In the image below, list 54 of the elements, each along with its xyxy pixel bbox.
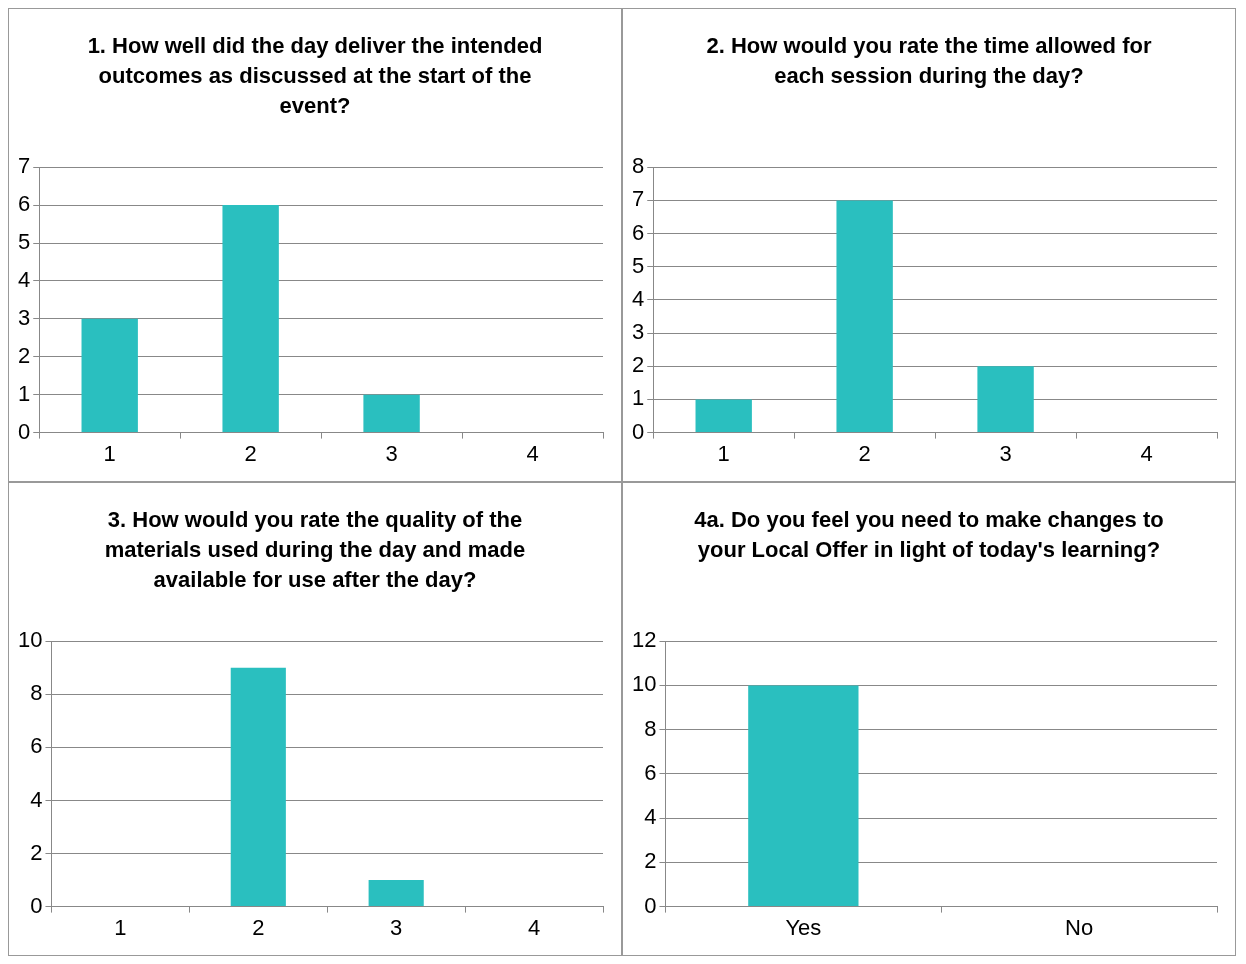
x-tick-label: 3 <box>999 440 1012 466</box>
x-tick-label: 1 <box>103 440 116 466</box>
x-tick-label: 4 <box>526 440 539 466</box>
y-tick-label: 4 <box>631 285 645 311</box>
y-tick-label: 6 <box>631 219 645 245</box>
x-tick-label: 1 <box>114 914 127 940</box>
x-tick-label: No <box>1065 914 1094 940</box>
y-tick-label: 10 <box>17 627 43 653</box>
y-tick-label: 5 <box>17 229 31 255</box>
bar <box>222 205 279 433</box>
y-tick-label: 0 <box>17 418 31 444</box>
bar <box>695 399 752 433</box>
y-tick-label: 4 <box>17 267 31 293</box>
y-tick-label: 6 <box>30 733 43 759</box>
x-tick-label: Yes <box>785 914 822 940</box>
bar <box>836 200 893 433</box>
chart-title: 2. How would you rate the time allowed for each session during the day? <box>705 32 1153 90</box>
y-tick-label: 0 <box>631 418 645 444</box>
bar <box>977 366 1034 433</box>
y-tick-label: 7 <box>631 186 645 212</box>
y-tick-label: 3 <box>631 319 645 345</box>
x-tick-label: 3 <box>385 440 398 466</box>
y-tick-label: 6 <box>17 191 31 217</box>
y-tick-label: 6 <box>644 759 657 785</box>
y-tick-label: 8 <box>644 715 657 741</box>
y-tick-label: 7 <box>17 153 31 179</box>
y-tick-label: 0 <box>644 892 657 918</box>
y-tick-label: 2 <box>17 342 31 368</box>
y-tick-label: 4 <box>644 804 657 830</box>
y-tick-label: 1 <box>17 380 31 406</box>
y-tick-label: 10 <box>631 671 657 697</box>
x-tick-label: 4 <box>1140 440 1153 466</box>
x-tick-label: 2 <box>858 440 871 466</box>
bar <box>81 318 138 433</box>
y-tick-label: 2 <box>644 848 657 874</box>
chart-title: 3. How would you rate the quality of the materials used during the day and made available for use after the day? <box>103 506 527 594</box>
y-tick-label: 8 <box>30 680 43 706</box>
bar <box>363 394 420 433</box>
y-tick-label: 5 <box>631 252 645 278</box>
y-tick-label: 0 <box>30 892 43 918</box>
y-tick-label: 1 <box>631 385 645 411</box>
y-tick-label: 2 <box>30 839 43 865</box>
x-tick-label: 2 <box>244 440 257 466</box>
y-tick-label: 8 <box>631 153 645 179</box>
y-tick-label: 2 <box>631 352 645 378</box>
x-tick-label: 1 <box>717 440 730 466</box>
x-tick-label: 3 <box>390 914 403 940</box>
y-tick-label: 3 <box>17 304 31 330</box>
chart-title: 4a. Do you feel you need to make changes to your Local Offer in light of today's learning? <box>693 506 1165 564</box>
x-tick-label: 4 <box>527 914 541 940</box>
chart-title: 1. How well did the day deliver the intended outcomes as discussed at the start of the event? <box>86 32 544 120</box>
y-tick-label: 4 <box>30 786 43 812</box>
x-tick-label: 2 <box>252 914 265 940</box>
y-tick-label: 12 <box>631 627 657 653</box>
